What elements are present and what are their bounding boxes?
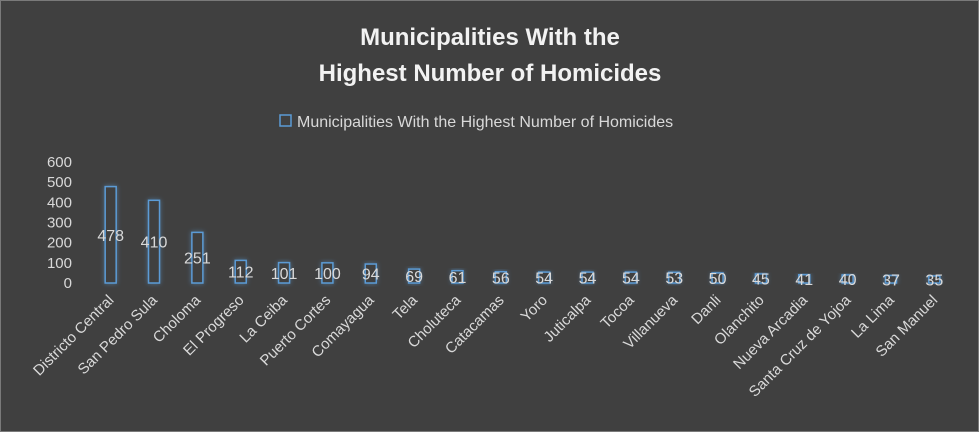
data-label: 45 — [752, 271, 770, 288]
data-labels: 478 410 251 112 101 100 94 69 61 56 54 54 54 53 50 45 41… — [97, 228, 943, 290]
data-label: 410 — [141, 235, 168, 252]
bar — [277, 261, 291, 284]
data-label: 54 — [535, 271, 553, 288]
data-label: 35 — [925, 272, 943, 289]
chart-title-line-2: Highest Number of Homicides — [319, 60, 662, 87]
data-label: 101 — [271, 266, 298, 283]
chart-title-line-1: Municipalities With the — [360, 24, 620, 51]
bar — [928, 275, 941, 284]
bar — [624, 271, 638, 284]
bar — [147, 199, 161, 284]
bar — [754, 273, 768, 284]
x-tick-label: Tocoa — [597, 291, 638, 332]
x-tick-label: Tela — [389, 291, 421, 323]
data-label: 56 — [492, 270, 510, 287]
bar — [451, 269, 464, 284]
bar — [841, 274, 854, 284]
data-label: 100 — [314, 266, 341, 283]
y-tick-label: 400 — [47, 194, 72, 211]
x-tick-label: Nueva Arcadia — [730, 291, 811, 372]
data-label: 251 — [184, 251, 211, 268]
x-tick-label: Yoro — [518, 292, 551, 325]
bar — [364, 263, 378, 284]
y-tick-label: 0 — [64, 275, 72, 292]
data-label: 53 — [665, 271, 683, 288]
data-label: 50 — [709, 271, 727, 288]
data-label: 41 — [795, 272, 813, 289]
bar — [191, 231, 204, 284]
y-tick-label: 600 — [47, 154, 72, 171]
bar — [104, 185, 117, 284]
data-label: 61 — [449, 270, 467, 287]
legend-swatch — [279, 114, 292, 127]
bar — [581, 271, 594, 284]
data-label: 112 — [228, 265, 254, 282]
bar — [667, 271, 681, 284]
bar — [537, 271, 551, 284]
y-tick-label: 100 — [47, 255, 72, 272]
data-label: 94 — [362, 267, 380, 284]
bar — [884, 274, 898, 284]
bar — [407, 268, 421, 284]
data-label: 37 — [882, 272, 900, 289]
x-tick-label: San Pedro Sula — [75, 291, 162, 378]
legend: Municipalities With the Highest Number o… — [279, 114, 673, 131]
data-label: 54 — [622, 271, 640, 288]
data-label: 478 — [97, 228, 124, 245]
legend-label: Municipalities With the Highest Number o… — [297, 114, 673, 131]
bar — [234, 259, 247, 284]
bar — [798, 273, 811, 284]
bar — [321, 262, 334, 284]
bar — [711, 272, 724, 284]
x-tick-label: Juticalpa — [540, 291, 594, 345]
bars — [104, 185, 941, 284]
data-label: 54 — [579, 271, 597, 288]
y-tick-label: 500 — [47, 174, 72, 191]
data-label: 69 — [405, 269, 423, 286]
y-axis: 0 100 200 300 400 500 600 — [47, 154, 72, 292]
y-tick-label: 200 — [47, 235, 72, 252]
x-tick-label: Danli — [688, 292, 724, 328]
bar — [494, 270, 508, 284]
y-tick-label: 300 — [47, 215, 72, 232]
data-label: 40 — [839, 272, 857, 289]
